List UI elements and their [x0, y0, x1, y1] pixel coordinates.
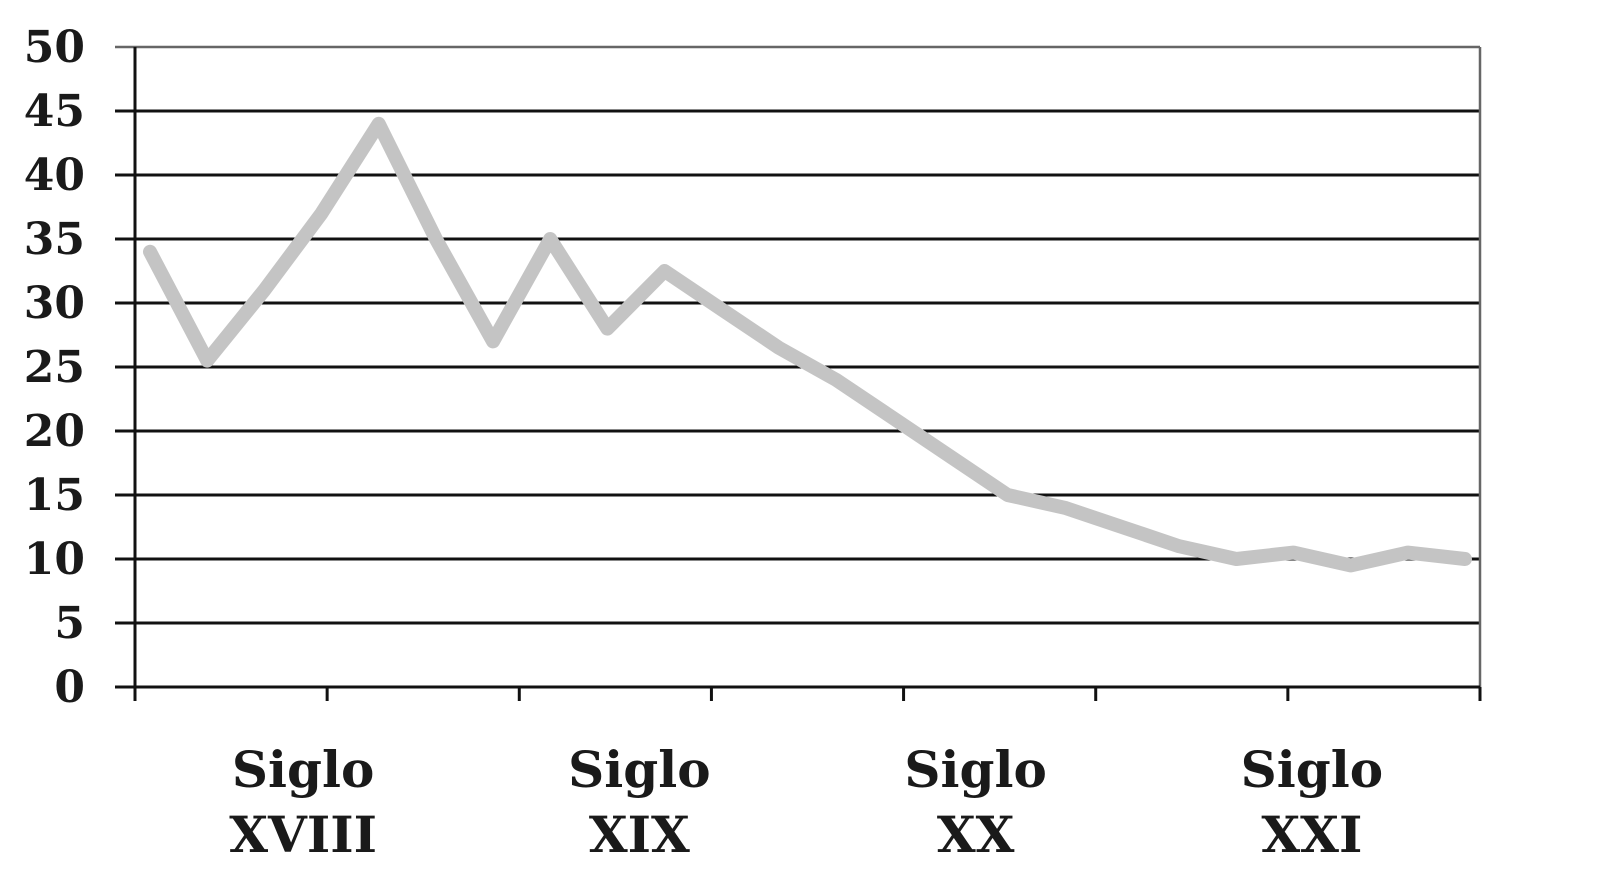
data-point: [601, 322, 614, 335]
data-point: [372, 117, 385, 130]
x-axis-category-labels: Siglo XVIII Siglo XIX Siglo XX Siglo XXI: [229, 740, 1383, 864]
y-axis-tick-labels: 0 5 10 15 20 25 30 35 40 45 50: [24, 22, 85, 713]
category-label-line1: Siglo: [1241, 740, 1383, 799]
y-tick-label: 5: [54, 598, 85, 649]
y-tick-label: 20: [24, 406, 85, 457]
y-tick-label: 40: [24, 150, 85, 201]
data-point: [544, 233, 557, 245]
data-point: [487, 335, 500, 348]
category-label-line2: XX: [937, 805, 1015, 864]
grid-lines: [115, 109, 1480, 625]
data-point: [1287, 546, 1300, 559]
y-tick-label: 45: [24, 86, 85, 137]
category-label-line2: XVIII: [229, 805, 377, 864]
series-line-0: [143, 116, 1472, 573]
y-tick-label: 10: [24, 534, 85, 585]
data-point: [1173, 540, 1186, 553]
y-tick-label: 50: [24, 22, 85, 73]
x-axis-tick-marks: [133, 687, 1482, 701]
y-tick-label: 15: [24, 470, 85, 521]
series-layer: [143, 116, 1472, 573]
data-point: [429, 233, 442, 245]
data-point: [772, 341, 785, 354]
category-label-line1: Siglo: [904, 740, 1046, 799]
y-tick-label: 35: [24, 214, 85, 265]
data-point: [830, 373, 843, 386]
category-label-line2: XIX: [589, 805, 690, 864]
data-point: [201, 354, 214, 367]
category-label-line2: XXI: [1261, 805, 1362, 864]
data-point: [1115, 521, 1128, 533]
data-point: [1001, 489, 1014, 501]
data-point: [1401, 546, 1414, 559]
data-point: [1058, 501, 1071, 514]
data-point: [944, 450, 957, 463]
data-point: [1230, 553, 1243, 565]
data-point: [144, 245, 156, 258]
data-point: [658, 265, 671, 277]
data-point: [887, 412, 900, 425]
category-label-line1: Siglo: [568, 740, 710, 799]
data-point: [1459, 553, 1471, 565]
plot-frame: [115, 45, 1482, 699]
data-point: [258, 284, 271, 297]
category-label-line1: Siglo: [232, 740, 374, 799]
y-tick-label: 25: [24, 342, 85, 393]
y-tick-label: 0: [54, 662, 85, 713]
data-point: [1344, 559, 1357, 572]
data-point: [315, 207, 328, 220]
y-tick-label: 30: [24, 278, 85, 329]
data-point: [715, 303, 728, 316]
